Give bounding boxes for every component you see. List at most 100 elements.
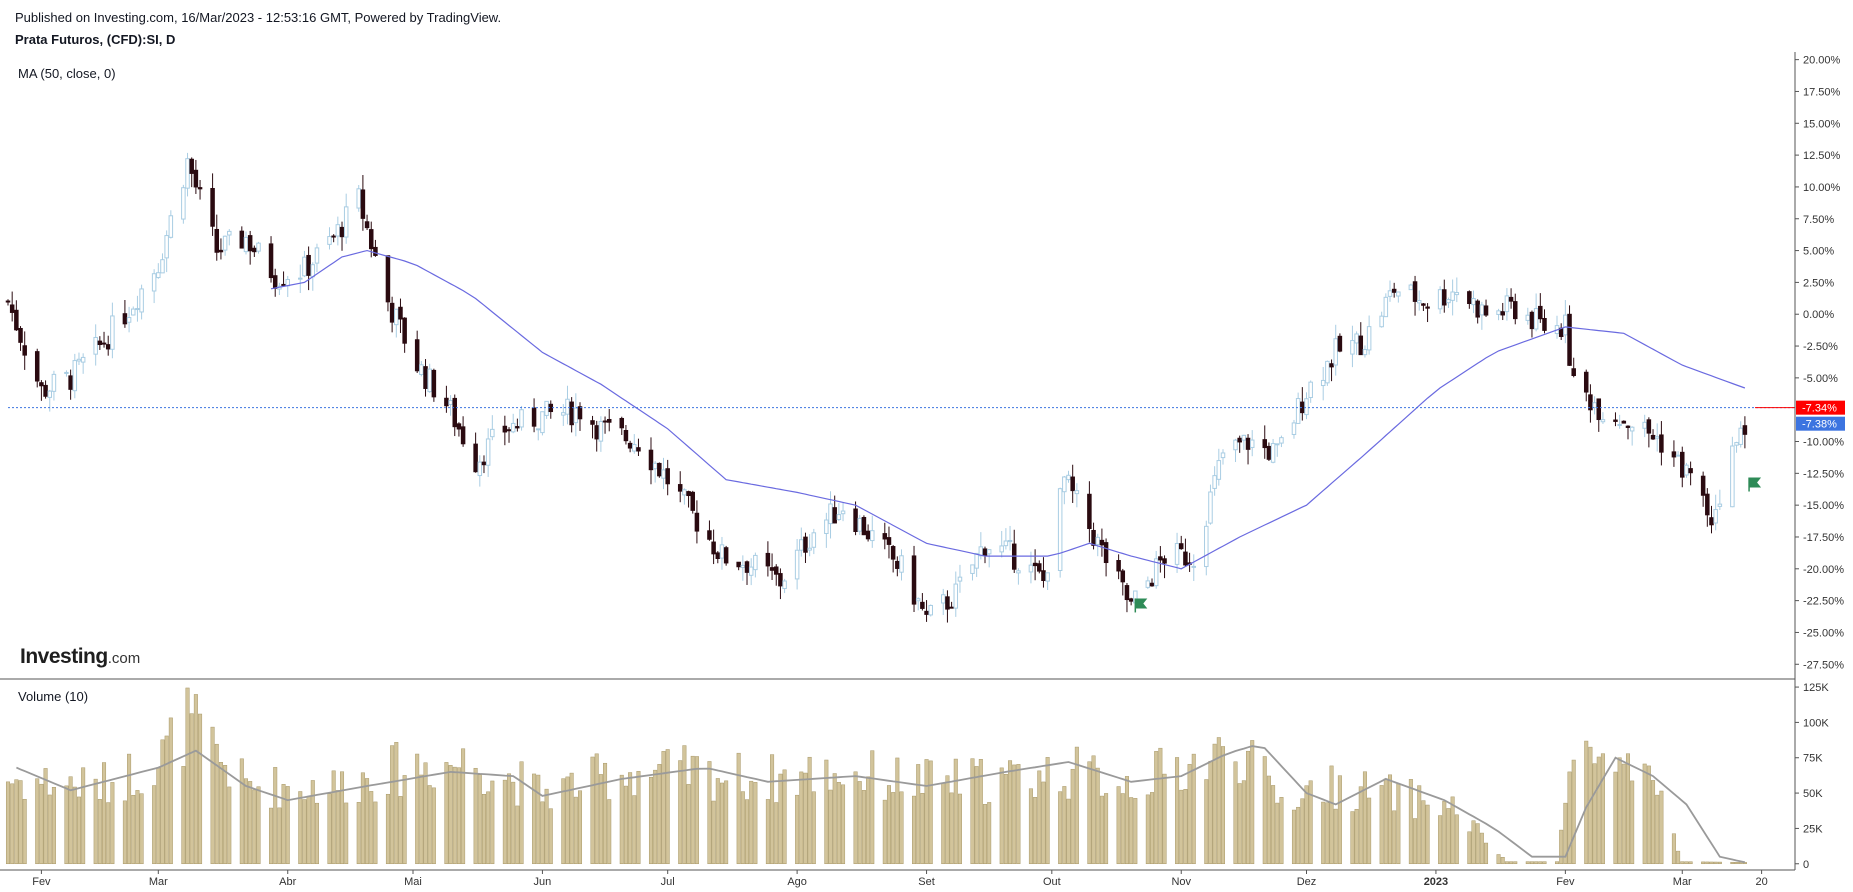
volume-bar[interactable]	[1392, 810, 1397, 865]
candle-body[interactable]	[632, 444, 637, 452]
volume-bar[interactable]	[1362, 771, 1367, 865]
candle-body[interactable]	[1642, 421, 1647, 429]
volume-bar[interactable]	[632, 795, 637, 865]
volume-bar[interactable]	[356, 802, 361, 865]
volume-bar[interactable]	[490, 780, 495, 865]
candle-body[interactable]	[1304, 398, 1309, 416]
candle-body[interactable]	[126, 317, 132, 323]
candle-body[interactable]	[5, 300, 11, 303]
candle-body[interactable]	[1705, 493, 1710, 516]
volume-bar[interactable]	[1204, 779, 1209, 865]
volume-bar[interactable]	[298, 791, 303, 865]
candle-body[interactable]	[1178, 543, 1184, 550]
candle-body[interactable]	[940, 594, 946, 604]
volume-bar[interactable]	[1008, 760, 1013, 865]
candle-body[interactable]	[1016, 570, 1021, 574]
volume-bar[interactable]	[548, 808, 553, 865]
candle-body[interactable]	[256, 242, 261, 252]
volume-bar[interactable]	[573, 796, 578, 865]
candle-body[interactable]	[853, 508, 858, 532]
volume-bar[interactable]	[1262, 756, 1267, 865]
volume-bar[interactable]	[340, 771, 345, 865]
volume-bar[interactable]	[1513, 861, 1518, 865]
volume-bar[interactable]	[974, 766, 979, 865]
candle-body[interactable]	[1162, 558, 1167, 564]
candle-body[interactable]	[1120, 570, 1126, 583]
candle-body[interactable]	[1366, 326, 1372, 351]
candle-body[interactable]	[306, 254, 311, 276]
candle-body[interactable]	[540, 411, 545, 434]
volume-bar[interactable]	[841, 784, 846, 865]
candle-body[interactable]	[1600, 419, 1606, 423]
volume-bar[interactable]	[43, 768, 48, 865]
volume-bar[interactable]	[507, 773, 512, 865]
candle-body[interactable]	[536, 428, 541, 431]
candle-body[interactable]	[636, 447, 641, 452]
candle-body[interactable]	[1245, 437, 1251, 450]
candle-body[interactable]	[423, 366, 428, 389]
volume-bar[interactable]	[1542, 861, 1547, 865]
candle-body[interactable]	[744, 561, 750, 573]
candle-body[interactable]	[890, 546, 896, 560]
volume-bar[interactable]	[5, 781, 11, 865]
candle-body[interactable]	[606, 418, 612, 423]
candle-body[interactable]	[9, 304, 15, 313]
volume-bar[interactable]	[511, 781, 516, 865]
candle-body[interactable]	[623, 429, 629, 442]
volume-bar[interactable]	[778, 773, 783, 865]
volume-bar[interactable]	[1208, 760, 1213, 865]
candle-body[interactable]	[565, 398, 570, 415]
candle-body[interactable]	[1396, 291, 1401, 297]
volume-bar[interactable]	[515, 805, 520, 865]
candle-body[interactable]	[1153, 558, 1159, 587]
volume-bar[interactable]	[895, 757, 900, 865]
candle-body[interactable]	[193, 169, 199, 188]
volume-bar[interactable]	[431, 787, 436, 865]
volume-bar[interactable]	[39, 783, 44, 865]
candle-body[interactable]	[1421, 303, 1426, 306]
volume-bar[interactable]	[1175, 757, 1180, 865]
candle-body[interactable]	[1592, 402, 1597, 409]
candle-body[interactable]	[861, 516, 867, 536]
candle-body[interactable]	[748, 566, 754, 576]
volume-bar[interactable]	[14, 779, 19, 865]
volume-bar[interactable]	[1220, 746, 1225, 865]
candle-body[interactable]	[1037, 563, 1042, 572]
volume-bar[interactable]	[1016, 764, 1021, 865]
volume-bar[interactable]	[707, 761, 712, 865]
volume-bar[interactable]	[152, 785, 157, 865]
volume-bar[interactable]	[139, 793, 144, 865]
volume-bar[interactable]	[227, 786, 232, 865]
volume-bar[interactable]	[561, 778, 566, 865]
volume-bar[interactable]	[461, 748, 466, 865]
volume-bar[interactable]	[1124, 776, 1129, 865]
candle-body[interactable]	[477, 461, 483, 477]
candle-body[interactable]	[794, 549, 800, 580]
volume-bar[interactable]	[590, 756, 595, 865]
candle-body[interactable]	[1145, 580, 1151, 588]
candle-body[interactable]	[1220, 452, 1226, 459]
volume-bar[interactable]	[953, 758, 958, 865]
volume-bar[interactable]	[127, 753, 132, 865]
candle-body[interactable]	[156, 272, 161, 279]
candle-body[interactable]	[1262, 439, 1267, 449]
volume-bar[interactable]	[1713, 861, 1718, 865]
candle-body[interactable]	[1700, 475, 1706, 496]
volume-bar[interactable]	[749, 780, 754, 865]
volume-bar[interactable]	[1133, 798, 1138, 865]
volume-bar[interactable]	[110, 782, 115, 865]
candle-body[interactable]	[1454, 292, 1460, 296]
volume-bar[interactable]	[1216, 737, 1221, 865]
volume-bar[interactable]	[1379, 785, 1384, 865]
volume-bar[interactable]	[1621, 763, 1626, 865]
volume-bar[interactable]	[122, 800, 127, 865]
volume-bar[interactable]	[648, 776, 653, 865]
volume-bar[interactable]	[1688, 861, 1693, 865]
candle-body[interactable]	[561, 412, 566, 416]
candle-body[interactable]	[239, 230, 245, 249]
volume-bar[interactable]	[1734, 862, 1739, 865]
volume-bar[interactable]	[344, 802, 349, 865]
volume-bar[interactable]	[857, 781, 862, 865]
volume-bar[interactable]	[836, 782, 841, 865]
candle-body[interactable]	[1659, 434, 1664, 453]
